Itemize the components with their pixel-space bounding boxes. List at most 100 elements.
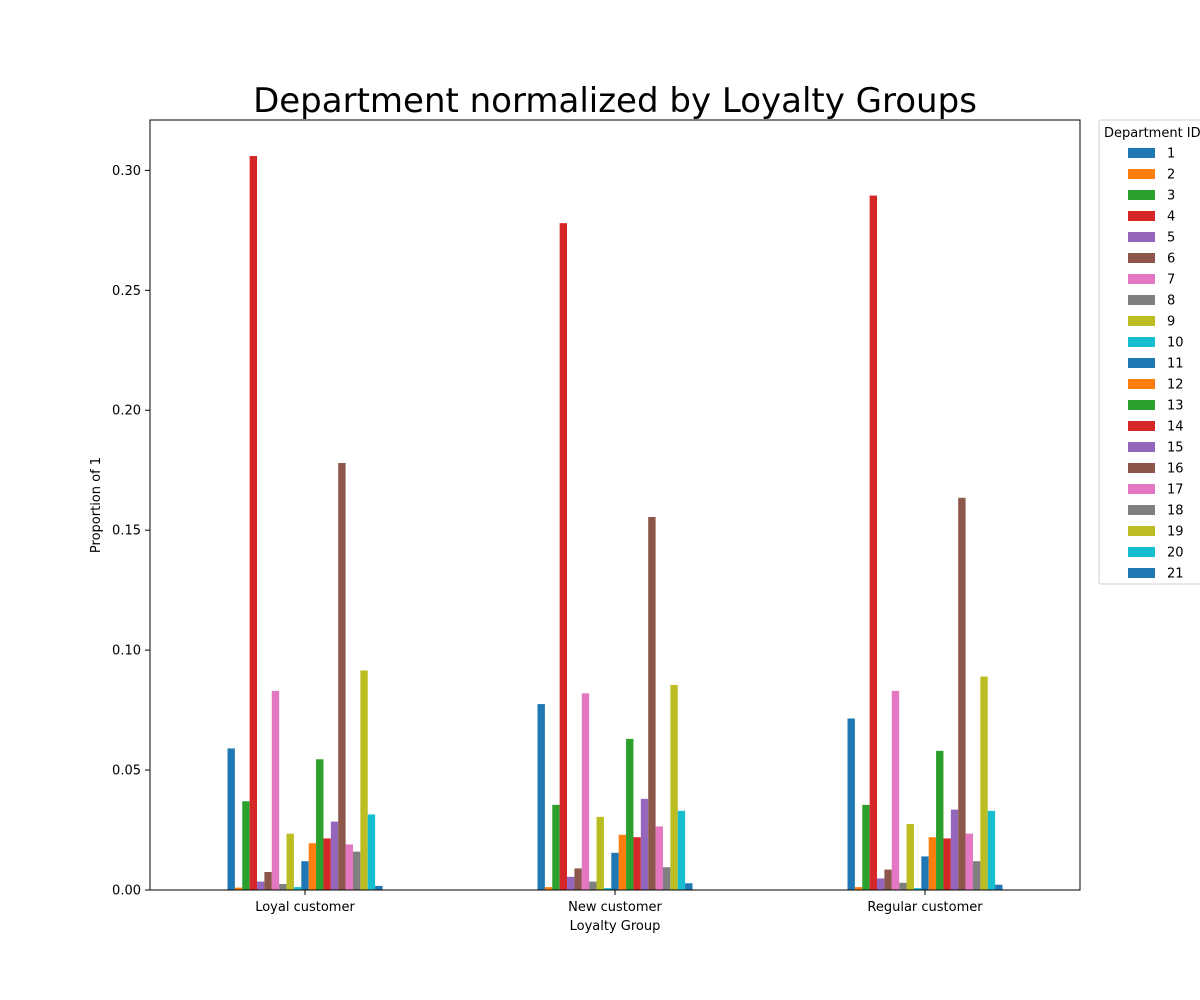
legend-label-18: 18	[1167, 504, 1184, 519]
legend-swatch-14	[1128, 421, 1155, 431]
bar-dept-18-new-customer	[662, 867, 671, 890]
chart-title: Department normalized by Loyalty Groups	[253, 81, 977, 121]
legend-swatch-2	[1128, 169, 1155, 179]
bar-dept-13-regular-customer	[936, 750, 944, 890]
legend-swatch-3	[1128, 190, 1155, 200]
bar-dept-11-loyal-customer	[301, 861, 309, 890]
bar-dept-21-new-customer	[685, 883, 693, 890]
legend-label-5: 5	[1167, 231, 1175, 246]
legend-label-20: 20	[1167, 546, 1184, 561]
bar-dept-6-regular-customer	[884, 869, 892, 890]
legend-label-11: 11	[1167, 357, 1184, 372]
legend-title: Department ID	[1104, 126, 1200, 141]
x-tick-label: Regular customer	[867, 900, 983, 915]
bar-dept-9-loyal-customer	[286, 833, 294, 890]
legend-swatch-17	[1128, 484, 1155, 494]
legend-swatch-21	[1128, 568, 1155, 578]
bar-dept-15-new-customer	[640, 798, 649, 890]
bar-dept-12-regular-customer	[928, 837, 937, 890]
legend-label-1: 1	[1167, 147, 1175, 162]
bar-dept-13-new-customer	[626, 738, 634, 890]
legend-swatch-8	[1128, 295, 1155, 305]
legend-label-15: 15	[1167, 441, 1184, 456]
bar-dept-10-regular-customer	[913, 888, 922, 890]
bar-dept-15-regular-customer	[950, 809, 959, 890]
bar-dept-9-regular-customer	[906, 824, 914, 890]
bar-dept-16-regular-customer	[958, 497, 966, 890]
legend-label-4: 4	[1167, 210, 1175, 225]
x-axis: Loyal customer New customer Regular custom…	[255, 890, 983, 915]
bar-dept-5-regular-customer	[877, 878, 885, 890]
bar-dept-2-loyal-customer	[234, 887, 243, 890]
bar-dept-8-regular-customer	[899, 882, 907, 890]
legend-label-9: 9	[1167, 315, 1175, 330]
bar-dept-12-new-customer	[618, 834, 627, 890]
legend-swatch-16	[1128, 463, 1155, 473]
bar-dept-2-new-customer	[544, 887, 553, 890]
legend-swatch-13	[1128, 400, 1155, 410]
legend-label-13: 13	[1167, 399, 1184, 414]
x-tick-label: Loyal customer	[255, 900, 355, 915]
bar-dept-2-regular-customer	[854, 887, 863, 890]
bar-dept-19-regular-customer	[980, 676, 988, 890]
bar-dept-20-loyal-customer	[367, 814, 376, 890]
bar-dept-16-loyal-customer	[338, 463, 346, 890]
bar-dept-4-regular-customer	[869, 195, 878, 890]
bar-dept-13-loyal-customer	[316, 759, 324, 890]
legend-swatch-19	[1128, 526, 1155, 536]
bar-dept-5-new-customer	[567, 876, 575, 890]
bar-dept-3-loyal-customer	[242, 801, 250, 890]
bar-dept-15-loyal-customer	[330, 821, 339, 890]
bar-dept-7-new-customer	[581, 693, 590, 890]
bar-dept-6-loyal-customer	[264, 872, 272, 890]
legend-label-12: 12	[1167, 378, 1184, 393]
legend-label-17: 17	[1167, 483, 1184, 498]
bar-dept-4-new-customer	[559, 223, 568, 890]
bar-dept-12-loyal-customer	[308, 843, 317, 890]
bar-dept-16-new-customer	[648, 516, 656, 890]
bar-dept-9-new-customer	[596, 816, 604, 890]
y-tick-label: 0.05	[112, 764, 141, 779]
y-tick-label: 0.20	[112, 404, 141, 419]
legend-swatch-6	[1128, 253, 1155, 263]
legend-label-2: 2	[1167, 168, 1175, 183]
legend-label-21: 21	[1167, 567, 1184, 582]
bar-dept-21-regular-customer	[995, 884, 1003, 890]
bar-dept-10-loyal-customer	[293, 887, 302, 890]
bar-dept-1-regular-customer	[847, 718, 855, 890]
legend-box	[1098, 119, 1200, 585]
legend-label-16: 16	[1167, 462, 1184, 477]
y-axis: 0.00 0.05 0.10 0.15 0.20 0.25 0.30	[112, 164, 150, 899]
legend-swatch-10	[1128, 337, 1155, 347]
bar-dept-8-new-customer	[589, 881, 597, 890]
bar-dept-14-loyal-customer	[323, 838, 331, 890]
legend-label-6: 6	[1167, 252, 1175, 267]
legend-label-8: 8	[1167, 294, 1175, 309]
legend-swatch-20	[1128, 547, 1155, 557]
bar-dept-14-new-customer	[633, 837, 641, 890]
bar-dept-1-loyal-customer	[227, 748, 235, 890]
x-axis-title: Loyalty Group	[570, 919, 661, 934]
legend-swatch-5	[1128, 232, 1155, 242]
legend-swatch-9	[1128, 316, 1155, 326]
bar-dept-1-new-customer	[537, 704, 545, 890]
legend-label-19: 19	[1167, 525, 1184, 540]
x-tick-label: New customer	[568, 900, 662, 915]
y-tick-label: 0.25	[112, 284, 141, 299]
bar-dept-17-new-customer	[655, 826, 663, 890]
bar-dept-5-loyal-customer	[257, 881, 265, 890]
bar-dept-7-loyal-customer	[271, 690, 280, 890]
bar-dept-7-regular-customer	[891, 690, 900, 890]
bars-layer	[227, 155, 1003, 891]
bar-dept-3-new-customer	[552, 804, 560, 890]
bar-dept-6-new-customer	[574, 868, 582, 890]
y-tick-label: 0.30	[112, 164, 141, 179]
legend: Department ID 12345678910111213141516171…	[1098, 119, 1200, 585]
bar-dept-20-regular-customer	[987, 810, 996, 890]
bar-dept-19-loyal-customer	[360, 670, 368, 890]
bar-dept-21-loyal-customer	[375, 885, 383, 890]
legend-swatch-15	[1128, 442, 1155, 452]
legend-label-3: 3	[1167, 189, 1175, 204]
bar-dept-8-loyal-customer	[279, 884, 287, 890]
